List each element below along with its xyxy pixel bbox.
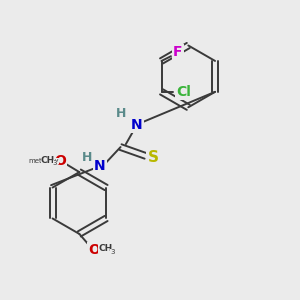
Text: O: O (88, 243, 100, 257)
Text: H: H (82, 151, 92, 164)
Text: N: N (94, 159, 106, 173)
Text: 3: 3 (52, 160, 57, 166)
Text: methoxy: methoxy (29, 158, 59, 164)
Text: O: O (54, 154, 66, 168)
Text: 3: 3 (110, 249, 115, 255)
Text: F: F (173, 45, 182, 59)
Text: CH: CH (98, 244, 112, 253)
Text: Cl: Cl (176, 85, 191, 99)
Text: CH: CH (41, 156, 55, 165)
Text: N: N (131, 118, 142, 132)
Text: S: S (147, 150, 158, 165)
Text: H: H (116, 107, 127, 120)
